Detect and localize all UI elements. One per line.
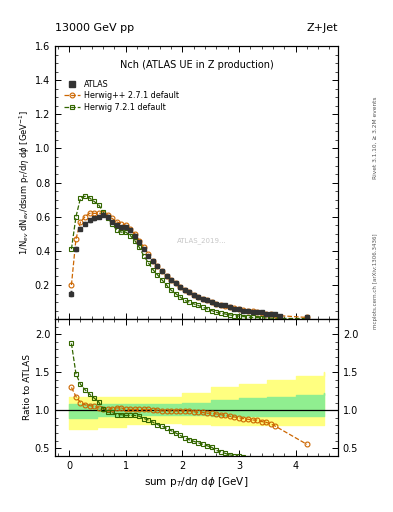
Y-axis label: Ratio to ATLAS: Ratio to ATLAS <box>23 354 32 420</box>
Text: Rivet 3.1.10, ≥ 3.2M events: Rivet 3.1.10, ≥ 3.2M events <box>373 97 378 180</box>
Text: Nch (ATLAS UE in Z production): Nch (ATLAS UE in Z production) <box>119 60 274 70</box>
Text: 13000 GeV pp: 13000 GeV pp <box>55 23 134 33</box>
X-axis label: sum p$_T$/d$\eta$ d$\phi$ [GeV]: sum p$_T$/d$\eta$ d$\phi$ [GeV] <box>144 475 249 489</box>
Text: ATLAS_2019...: ATLAS_2019... <box>177 238 227 244</box>
Text: Z+Jet: Z+Jet <box>307 23 338 33</box>
Legend: ATLAS, Herwig++ 2.7.1 default, Herwig 7.2.1 default: ATLAS, Herwig++ 2.7.1 default, Herwig 7.… <box>62 77 182 114</box>
Y-axis label: 1/N$_{ev}$ dN$_{ev}$/dsum p$_T$/d$\eta$ d$\phi$ [GeV$^{-1}$]: 1/N$_{ev}$ dN$_{ev}$/dsum p$_T$/d$\eta$ … <box>18 110 32 255</box>
Text: mcplots.cern.ch [arXiv:1306.3436]: mcplots.cern.ch [arXiv:1306.3436] <box>373 234 378 329</box>
